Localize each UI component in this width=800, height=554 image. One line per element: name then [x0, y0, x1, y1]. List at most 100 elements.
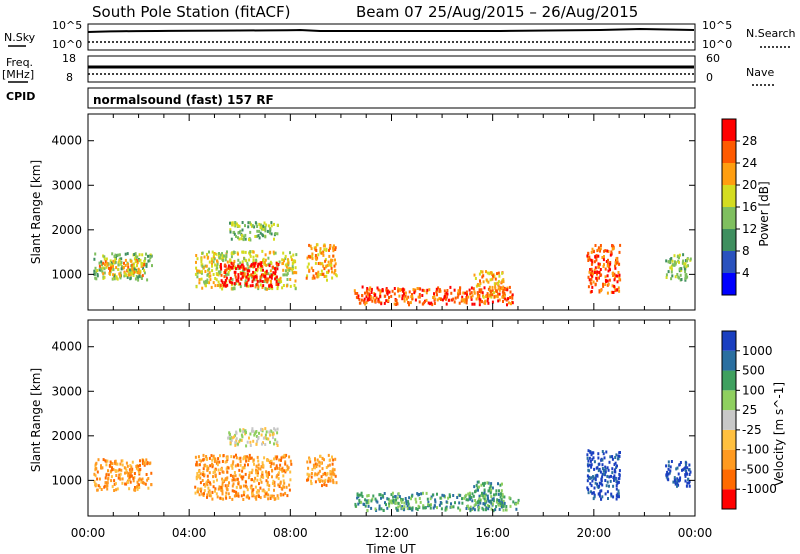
- heatmap-cell: [407, 295, 410, 299]
- heatmap-cell: [268, 484, 271, 488]
- heatmap-cell: [613, 478, 615, 482]
- heatmap-cell: [476, 295, 479, 299]
- heatmap-cell: [459, 508, 462, 512]
- heatmap-cell: [225, 491, 228, 495]
- heatmap-cell: [195, 260, 197, 264]
- heatmap-cell: [242, 475, 245, 479]
- heatmap-cell: [360, 500, 363, 504]
- heatmap-cell: [263, 261, 266, 264]
- heatmap-cell: [272, 462, 275, 466]
- heatmap-cell: [229, 265, 232, 269]
- heatmap-cell: [249, 432, 252, 436]
- heatmap-cell: [264, 235, 267, 239]
- heatmap-cell: [604, 267, 607, 271]
- heatmap-cell: [481, 291, 484, 295]
- heatmap-cell: [281, 469, 284, 473]
- heatmap-cell: [265, 437, 268, 441]
- heatmap-cell: [251, 427, 254, 431]
- heatmap-cell: [249, 222, 252, 226]
- heatmap-cell: [115, 266, 118, 270]
- heatmap-cell: [251, 429, 253, 433]
- heatmap-cell: [313, 276, 316, 280]
- heatmap-cell: [256, 279, 259, 283]
- heatmap-cell: [603, 249, 606, 253]
- heatmap-cell: [267, 256, 270, 260]
- heatmap-cell: [100, 464, 102, 468]
- heatmap-cell: [366, 298, 369, 302]
- heatmap-cell: [688, 481, 690, 485]
- heatmap-cell: [483, 483, 485, 487]
- heatmap-cell: [98, 264, 101, 268]
- time-axis-labels: 00:00 04:00 08:00 12:00 16:00 20:00 00:00: [71, 526, 713, 540]
- heatmap-cell: [484, 493, 487, 497]
- heatmap-cell: [217, 273, 220, 277]
- heatmap-cell: [256, 439, 259, 443]
- heatmap-cell: [395, 506, 398, 510]
- heatmap-cell: [484, 299, 487, 303]
- noise-panel-frame: [87, 23, 696, 51]
- heatmap-cell: [294, 279, 297, 283]
- heatmap-cell: [332, 471, 335, 475]
- heatmap-cell: [394, 495, 397, 499]
- heatmap-cell: [214, 487, 217, 491]
- heatmap-cell: [220, 497, 223, 501]
- heatmap-cell: [376, 500, 379, 504]
- heatmap-cell: [142, 263, 145, 267]
- heatmap-cell: [507, 301, 510, 305]
- heatmap-cell: [395, 498, 398, 502]
- heatmap-cell: [270, 273, 273, 277]
- heatmap-cell: [400, 499, 403, 503]
- heatmap-cell: [206, 273, 209, 277]
- heatmap-cell: [461, 297, 464, 301]
- heatmap-cell: [362, 299, 365, 303]
- heatmap-cell: [97, 458, 100, 462]
- heatmap-cell: [284, 462, 287, 466]
- heatmap-cell: [457, 289, 460, 293]
- heatmap-cell: [217, 487, 220, 491]
- heatmap-cell: [225, 276, 228, 280]
- freq-left-tick-high: 18: [62, 52, 76, 65]
- y-tick-label: 4000: [51, 134, 82, 148]
- heatmap-cell: [368, 288, 371, 292]
- heatmap-cell: [255, 268, 258, 272]
- heatmap-cell: [256, 264, 259, 268]
- heatmap-cell: [260, 264, 263, 268]
- colorbar-segment: [722, 390, 736, 411]
- heatmap-cell: [231, 266, 234, 270]
- heatmap-cell: [252, 255, 255, 259]
- heatmap-cell: [267, 497, 270, 501]
- heatmap-cell: [139, 258, 142, 262]
- heatmap-cell: [257, 437, 260, 441]
- heatmap-cell: [244, 224, 246, 228]
- freq-left-tick-low: 8: [66, 71, 73, 84]
- heatmap-cell: [482, 482, 484, 486]
- heatmap-cell: [260, 427, 263, 431]
- heatmap-cell: [374, 507, 377, 511]
- heatmap-cell: [400, 288, 403, 292]
- heatmap-cell: [212, 475, 214, 479]
- heatmap-cell: [229, 437, 232, 441]
- heatmap-cell: [98, 261, 101, 265]
- heatmap-cell: [93, 480, 96, 483]
- heatmap-cell: [114, 459, 117, 463]
- heatmap-cell: [324, 259, 327, 263]
- heatmap-cell: [133, 472, 136, 475]
- heatmap-cell: [217, 254, 220, 258]
- heatmap-cell: [270, 232, 273, 236]
- heatmap-cell: [226, 456, 229, 460]
- heatmap-cell: [121, 459, 124, 463]
- heatmap-cell: [267, 471, 270, 475]
- heatmap-cell: [680, 268, 683, 272]
- heatmap-cell: [677, 479, 680, 483]
- heatmap-cell: [593, 467, 596, 471]
- heatmap-cell: [274, 270, 277, 273]
- heatmap-cell: [257, 287, 260, 291]
- heatmap-cell: [354, 291, 357, 295]
- heatmap-cell: [209, 274, 212, 278]
- heatmap-cell: [207, 490, 210, 494]
- heatmap-cell: [443, 289, 446, 293]
- heatmap-cell: [273, 457, 275, 461]
- heatmap-cell: [497, 280, 500, 284]
- freq-right-tick-high: 60: [706, 52, 720, 65]
- heatmap-cell: [278, 280, 281, 284]
